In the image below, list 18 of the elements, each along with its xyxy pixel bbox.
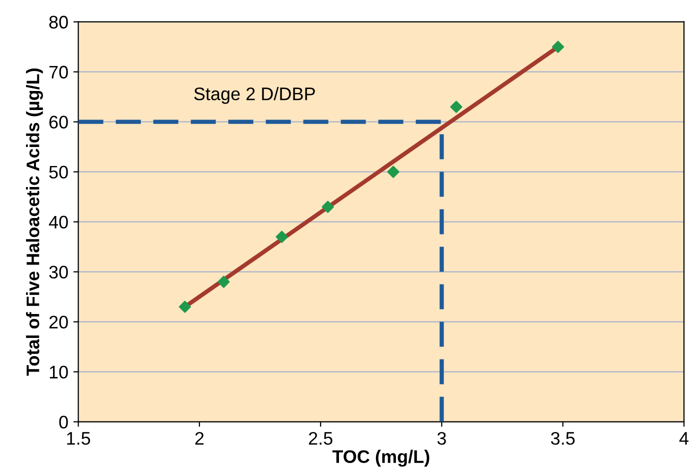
x-tick-label: 4 xyxy=(679,432,688,445)
y-tick-label: 0 xyxy=(59,416,68,429)
y-tick-label: 20 xyxy=(49,316,68,329)
y-tick-label: 80 xyxy=(49,16,68,29)
y-tick-label: 10 xyxy=(50,366,68,379)
y-tick-label: 30 xyxy=(49,266,68,279)
y-tick-label: 40 xyxy=(48,216,68,229)
annotation: Stage 2 D/DBP xyxy=(194,87,315,104)
y-tick-label: 50 xyxy=(49,166,68,179)
x-tick-label: 1.5 xyxy=(67,432,90,445)
x-tick-label: 2 xyxy=(195,432,204,445)
y-tick-label: 60 xyxy=(49,116,68,129)
x-tick-label: 2.5 xyxy=(308,432,332,445)
x-tick-label: 3.5 xyxy=(550,432,575,445)
y-tick-label: 70 xyxy=(49,66,68,79)
x-tick-label: 3 xyxy=(437,432,446,445)
y-axis-title: Total of Five Haloacetic Acids (µg/L) xyxy=(26,68,43,376)
x-axis-title: TOC (mg/L) xyxy=(332,450,430,467)
